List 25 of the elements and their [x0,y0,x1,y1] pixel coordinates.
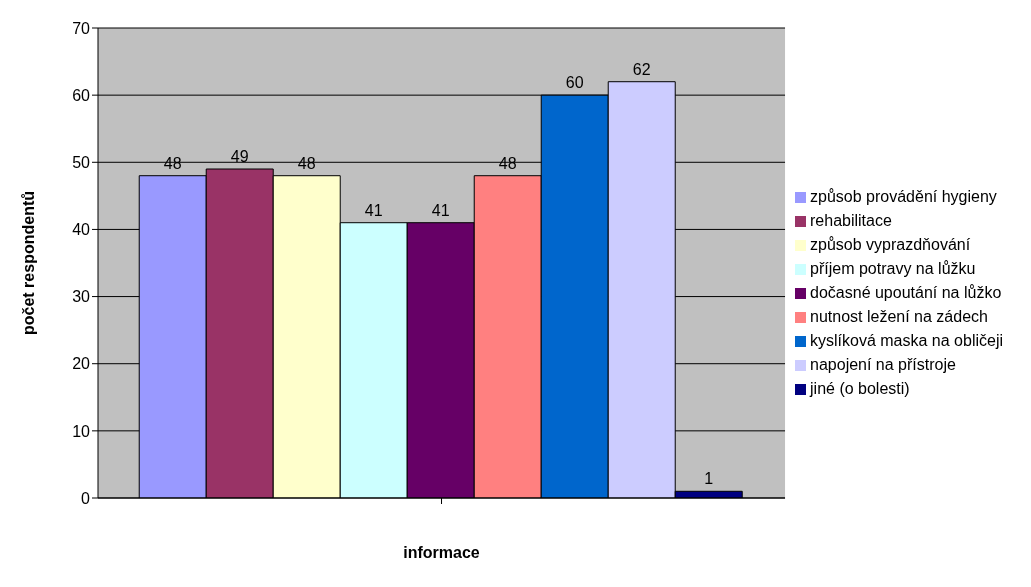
data-label: 49 [230,148,249,165]
legend-label: dočasné upoutání na lůžko [810,284,1002,301]
y-tick-label: 30 [72,288,91,306]
data-label: 62 [632,60,651,78]
y-tick-label: 70 [72,19,91,37]
legend-label: příjem potravy na lůžku [810,260,976,277]
data-label: 41 [431,201,450,219]
y-axis-title: počet respondentů [19,190,37,336]
legend-label: napojení na přístroje [810,356,956,373]
legend-label: jiné (o bolesti) [810,380,910,397]
data-label: 1 [704,470,714,488]
y-tick-label: 40 [72,221,91,239]
y-tick-label: 0 [81,489,91,507]
legend-label: kyslíková maska na obličeji [810,332,1003,349]
legend-label: způsob provádění hygieny [810,188,997,205]
legend-label: způsob vyprazdňování [810,236,971,253]
x-axis-title: informace [403,544,480,561]
legend-label: nutnost ležení na zádech [810,308,988,325]
y-tick-label: 50 [72,153,91,171]
y-tick-label: 10 [72,422,91,440]
data-label: 60 [565,74,584,92]
legend-label: rehabilitace [810,212,892,229]
y-tick-label: 60 [72,86,91,104]
y-tick-label: 20 [72,355,91,373]
data-label: 41 [364,201,383,219]
